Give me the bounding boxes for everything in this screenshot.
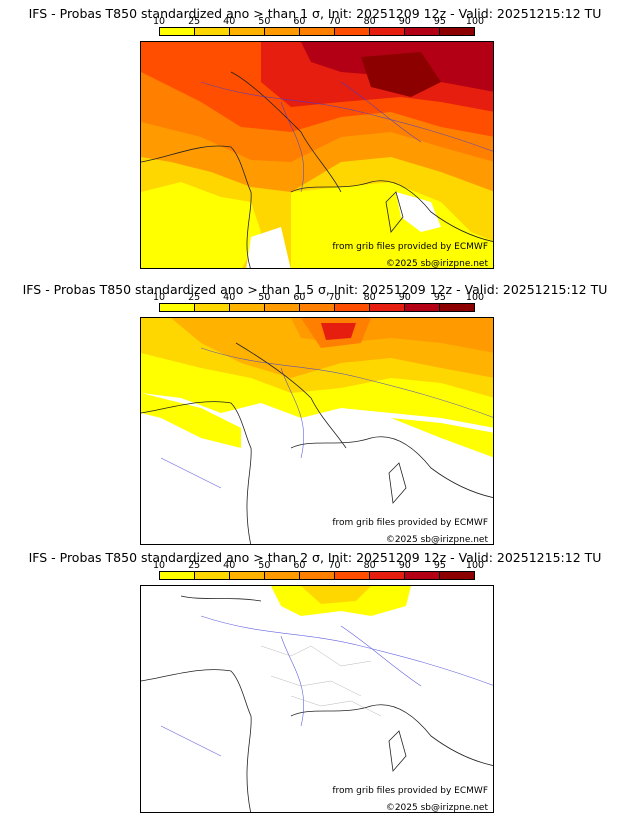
colorbar-segment	[370, 28, 405, 35]
colorbar-tick-label: 70	[328, 292, 341, 303]
colorbar-tick-label: 95	[433, 16, 446, 27]
colorbar-tick-label: 25	[188, 292, 201, 303]
colorbar	[159, 571, 475, 580]
probability-map: from grib files provided by ECMWF ©2025 …	[140, 317, 494, 545]
map-graphic	[141, 586, 493, 812]
colorbar-segment	[335, 304, 370, 311]
colorbar-tick-label: 50	[258, 560, 271, 571]
colorbar-tick-label: 10	[152, 16, 166, 27]
colorbar-tick-label: 90	[398, 292, 411, 303]
colorbar-segment	[230, 572, 265, 579]
colorbar-tick-label: 25	[188, 560, 201, 571]
colorbar-segment	[405, 304, 440, 311]
colorbar-segment	[265, 304, 300, 311]
colorbar-tick-label: 25	[188, 16, 201, 27]
colorbar-tick-label: 70	[328, 560, 341, 571]
colorbar-tick-label: 40	[223, 16, 236, 27]
colorbar-ticks: 10 25 40 50 60 70 80 90 95 100	[153, 292, 484, 304]
colorbar-segment	[335, 28, 370, 35]
colorbar-segment	[300, 304, 335, 311]
colorbar-segment	[160, 304, 195, 311]
colorbar-tick-label: 100	[465, 292, 485, 303]
panel-title: IFS - Probas T850 standardized ano > tha…	[28, 550, 602, 565]
colorbar-segment	[195, 28, 230, 35]
colorbar-tick-label: 10	[152, 560, 166, 571]
map-graphic	[141, 42, 493, 268]
colorbar-segment	[265, 572, 300, 579]
colorbar-tick-label: 100	[465, 560, 485, 571]
panel-1sigma: IFS - Probas T850 standardized ano > tha…	[0, 0, 630, 270]
probability-map: from grib files provided by ECMWF ©2025 …	[140, 585, 494, 813]
colorbar	[159, 27, 475, 36]
colorbar-tick-label: 60	[293, 16, 306, 27]
colorbar-tick-label: 100	[465, 16, 485, 27]
colorbar-segment	[230, 28, 265, 35]
colorbar-tick-label: 90	[398, 16, 411, 27]
colorbar-segment	[370, 572, 405, 579]
colorbar-tick-label: 40	[223, 560, 236, 571]
colorbar-tick-label: 40	[223, 292, 236, 303]
colorbar	[159, 303, 475, 312]
map-graphic	[141, 318, 493, 544]
panel-1-5sigma: IFS - Probas T850 standardized ano > tha…	[0, 276, 630, 546]
colorbar-segment	[230, 304, 265, 311]
colorbar-tick-label: 70	[328, 16, 341, 27]
probability-map: from grib files provided by ECMWF ©2025 …	[140, 41, 494, 269]
colorbar-tick-label: 90	[398, 560, 411, 571]
colorbar-tick-label: 80	[363, 292, 376, 303]
colorbar-segment	[195, 304, 230, 311]
colorbar-segment	[405, 28, 440, 35]
colorbar-tick-label: 80	[363, 560, 376, 571]
panel-title: IFS - Probas T850 standardized ano > tha…	[28, 6, 602, 21]
colorbar-segment	[265, 28, 300, 35]
colorbar-segment	[370, 304, 405, 311]
colorbar-segment	[440, 28, 474, 35]
credit-source: from grib files provided by ECMWF	[332, 242, 488, 252]
colorbar-segment	[440, 304, 474, 311]
credit-source: from grib files provided by ECMWF	[332, 518, 488, 528]
colorbar-segment	[300, 28, 335, 35]
colorbar-tick-label: 50	[258, 292, 271, 303]
colorbar-tick-label: 60	[293, 292, 306, 303]
panel-2sigma: IFS - Probas T850 standardized ano > tha…	[0, 544, 630, 814]
colorbar-ticks: 10 25 40 50 60 70 80 90 95 100	[153, 560, 484, 572]
colorbar-segment	[405, 572, 440, 579]
colorbar-tick-label: 95	[433, 560, 446, 571]
colorbar-segment	[160, 572, 195, 579]
credit-source: from grib files provided by ECMWF	[332, 786, 488, 796]
panel-title: IFS - Probas T850 standardized ano > tha…	[22, 282, 608, 297]
colorbar-segment	[160, 28, 195, 35]
credit-copyright: ©2025 sb@irizpne.net	[385, 803, 488, 813]
colorbar-ticks: 10 25 40 50 60 70 80 90 95 100	[153, 16, 484, 28]
colorbar-segment	[335, 572, 370, 579]
colorbar-segment	[440, 572, 474, 579]
colorbar-segment	[195, 572, 230, 579]
colorbar-tick-label: 10	[152, 292, 166, 303]
colorbar-tick-label: 50	[258, 16, 271, 27]
colorbar-tick-label: 95	[433, 292, 446, 303]
colorbar-tick-label: 80	[363, 16, 376, 27]
colorbar-tick-label: 60	[293, 560, 306, 571]
credit-copyright: ©2025 sb@irizpne.net	[385, 259, 488, 269]
credit-copyright: ©2025 sb@irizpne.net	[385, 535, 488, 545]
colorbar-segment	[300, 572, 335, 579]
